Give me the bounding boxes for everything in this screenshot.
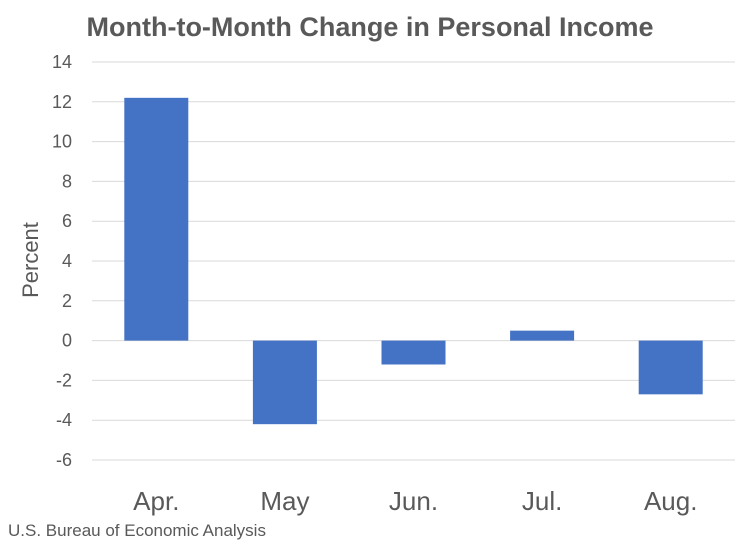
bars bbox=[124, 97, 703, 425]
y-tick-label: 14 bbox=[52, 52, 72, 72]
x-tick-label: May bbox=[260, 486, 309, 516]
y-tick-labels: 14 12 10 8 6 4 2 0 -2 -4 -6 bbox=[52, 52, 72, 470]
bar-jun bbox=[381, 340, 446, 365]
y-tick-label: 12 bbox=[52, 92, 72, 112]
y-tick-label: -6 bbox=[56, 450, 72, 470]
x-tick-labels: Apr. May Jun. Jul. Aug. bbox=[133, 486, 697, 516]
bar-apr bbox=[124, 97, 189, 341]
bar-aug bbox=[638, 340, 703, 395]
source-note: U.S. Bureau of Economic Analysis bbox=[8, 521, 266, 540]
y-axis-label: Percent bbox=[18, 222, 43, 298]
y-tick-label: 2 bbox=[62, 291, 72, 311]
gridlines bbox=[92, 61, 735, 461]
bar-jul bbox=[510, 330, 575, 341]
bar-may bbox=[252, 340, 317, 425]
y-tick-label: 10 bbox=[52, 132, 72, 152]
y-tick-label: -2 bbox=[56, 370, 72, 390]
y-tick-label: 8 bbox=[62, 171, 72, 191]
x-tick-label: Jun. bbox=[389, 486, 438, 516]
chart-title: Month-to-Month Change in Personal Income bbox=[87, 12, 654, 42]
y-tick-label: 4 bbox=[62, 251, 72, 271]
x-tick-label: Jul. bbox=[522, 486, 562, 516]
x-tick-label: Apr. bbox=[133, 486, 179, 516]
x-tick-label: Aug. bbox=[644, 486, 698, 516]
y-tick-label: 6 bbox=[62, 211, 72, 231]
y-tick-label: -4 bbox=[56, 410, 72, 430]
y-tick-label: 0 bbox=[62, 331, 72, 351]
